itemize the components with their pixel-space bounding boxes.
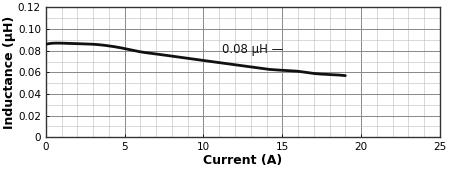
Y-axis label: Inductance (μH): Inductance (μH) bbox=[4, 16, 17, 129]
X-axis label: Current (A): Current (A) bbox=[203, 154, 283, 167]
Text: 0.08 μH —: 0.08 μH — bbox=[222, 43, 284, 56]
